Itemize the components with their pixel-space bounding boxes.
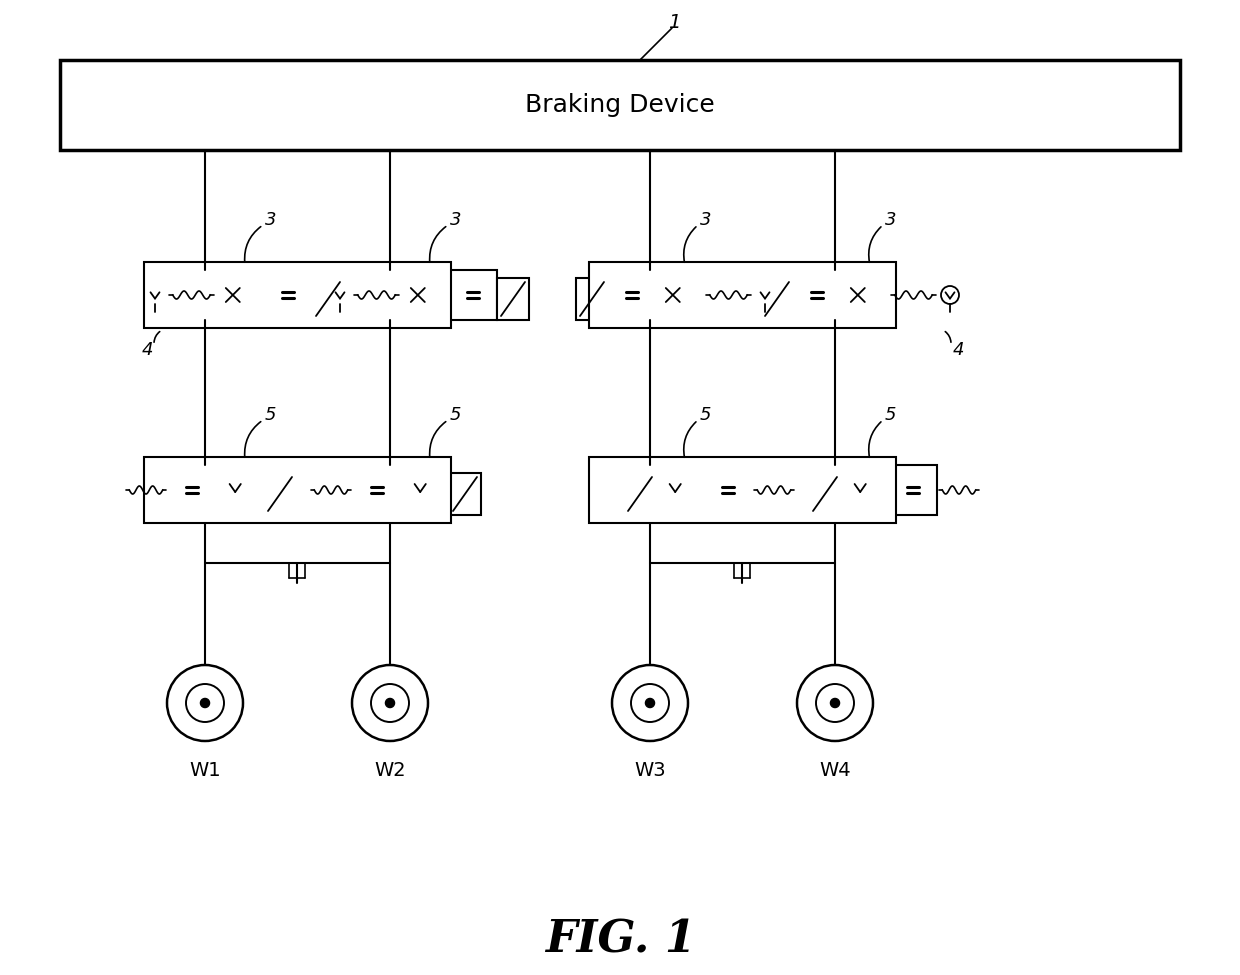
Polygon shape: [684, 290, 694, 300]
Bar: [144, 262, 451, 328]
Polygon shape: [869, 290, 880, 300]
Bar: [312, 278, 343, 320]
Circle shape: [386, 698, 394, 708]
Text: 4: 4: [952, 341, 963, 359]
Bar: [841, 270, 889, 320]
Polygon shape: [680, 491, 689, 502]
Bar: [761, 278, 794, 320]
Bar: [264, 473, 296, 515]
Text: 3: 3: [450, 211, 461, 229]
Bar: [144, 457, 451, 523]
Bar: [608, 270, 656, 320]
Bar: [401, 465, 449, 515]
Polygon shape: [424, 491, 435, 502]
Bar: [449, 270, 497, 320]
Text: 1: 1: [668, 13, 681, 31]
Bar: [808, 473, 841, 515]
Text: W3: W3: [634, 761, 666, 780]
Bar: [264, 270, 312, 320]
Text: W4: W4: [820, 761, 851, 780]
Bar: [656, 465, 704, 515]
Text: Braking Device: Braking Device: [525, 93, 715, 117]
Circle shape: [831, 698, 839, 708]
Text: 4: 4: [141, 341, 153, 359]
Bar: [841, 465, 889, 515]
Bar: [216, 270, 264, 320]
Text: W2: W2: [374, 761, 405, 780]
Polygon shape: [244, 290, 254, 300]
Polygon shape: [239, 491, 250, 502]
Text: 5: 5: [450, 406, 461, 424]
Circle shape: [201, 698, 210, 708]
Circle shape: [646, 698, 655, 708]
Bar: [167, 465, 216, 515]
Bar: [497, 278, 529, 320]
Text: W1: W1: [190, 761, 221, 780]
Bar: [60, 60, 1180, 150]
Bar: [589, 262, 897, 328]
Bar: [449, 473, 481, 515]
Polygon shape: [864, 491, 875, 502]
Text: 3: 3: [265, 211, 277, 229]
Bar: [216, 465, 264, 515]
Polygon shape: [429, 290, 440, 300]
Bar: [577, 278, 608, 320]
Bar: [656, 270, 704, 320]
Bar: [624, 473, 656, 515]
Text: 5: 5: [265, 406, 277, 424]
Text: 5: 5: [701, 406, 712, 424]
Bar: [794, 270, 841, 320]
Bar: [353, 465, 401, 515]
Bar: [704, 465, 751, 515]
Bar: [401, 270, 449, 320]
Text: 3: 3: [701, 211, 712, 229]
Text: 3: 3: [885, 211, 897, 229]
Bar: [589, 457, 897, 523]
Text: 5: 5: [885, 406, 897, 424]
Bar: [889, 465, 937, 515]
Text: FIG. 1: FIG. 1: [544, 918, 696, 961]
